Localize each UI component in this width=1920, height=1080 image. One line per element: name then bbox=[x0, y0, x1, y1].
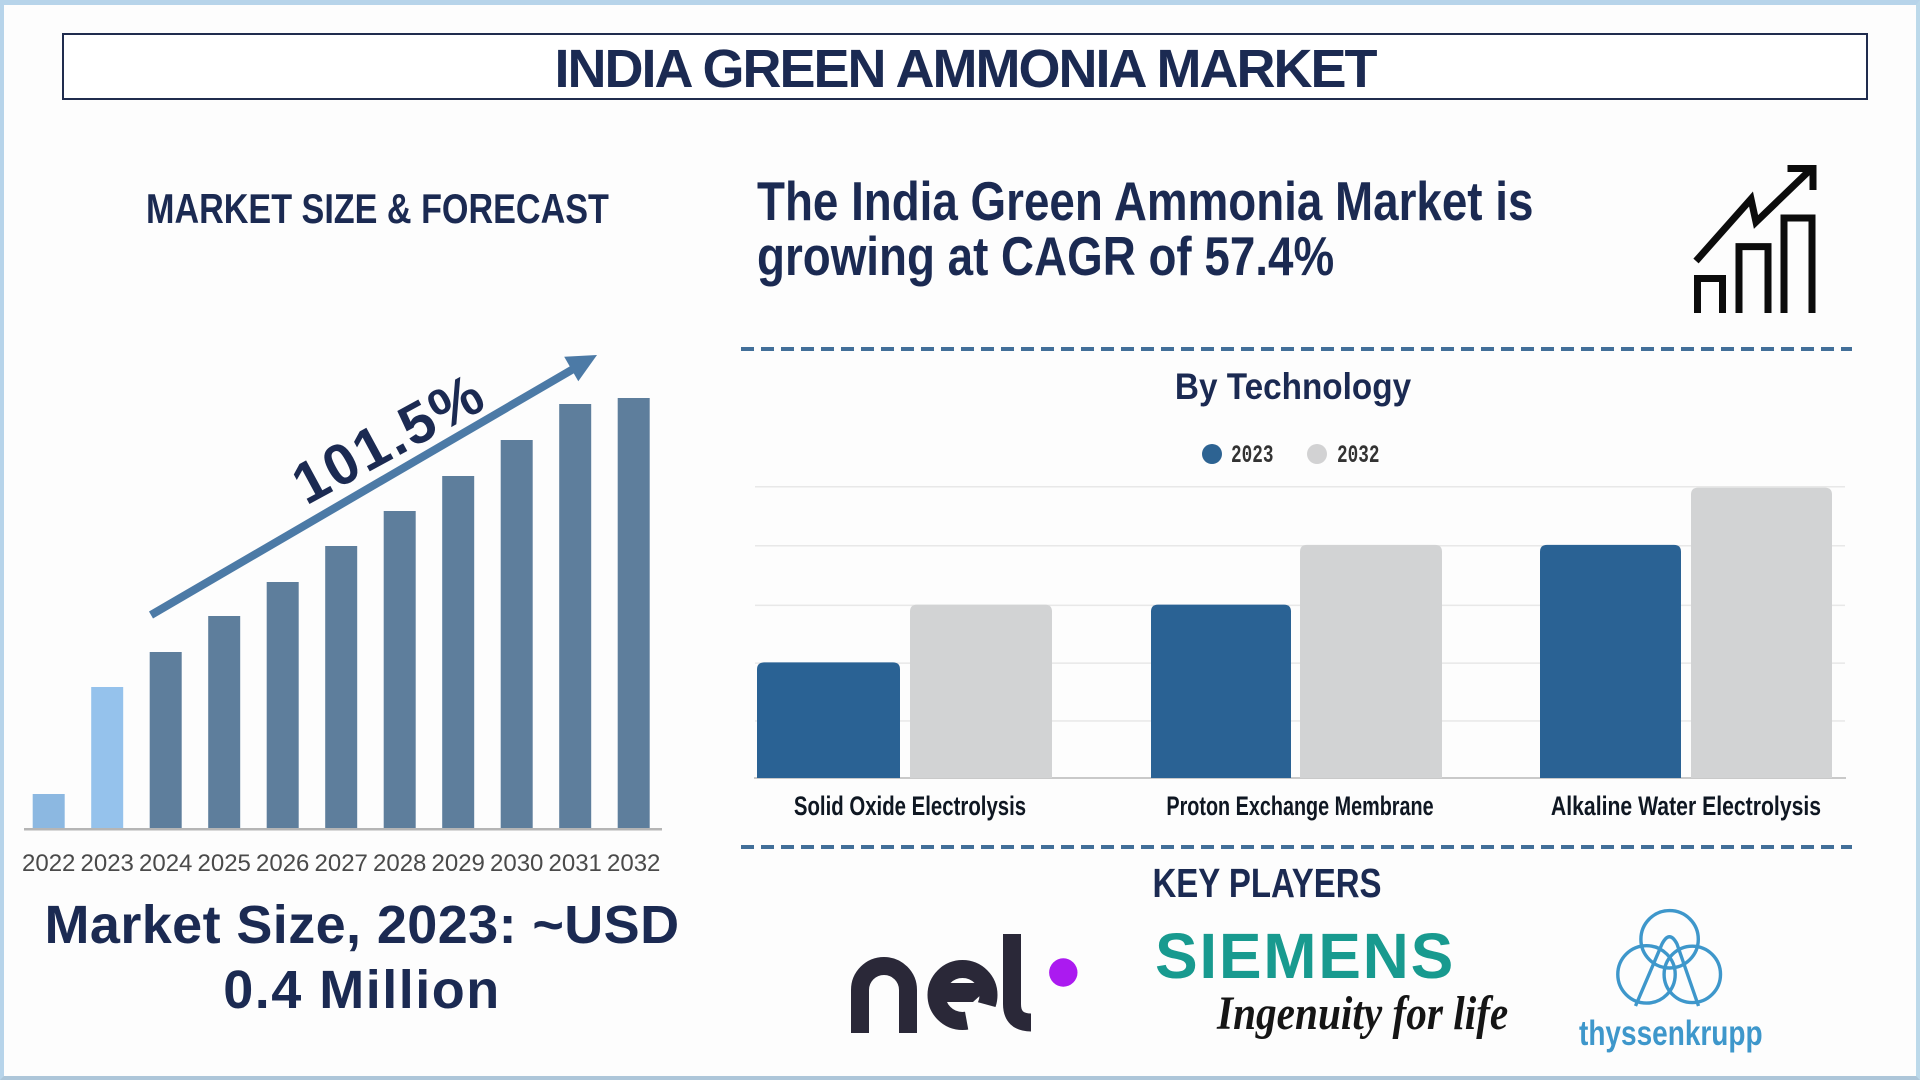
svg-text:2030: 2030 bbox=[490, 850, 543, 877]
svg-text:2029: 2029 bbox=[432, 850, 485, 877]
svg-text:2027: 2027 bbox=[315, 850, 368, 877]
svg-text:2028: 2028 bbox=[373, 850, 426, 877]
svg-text:2024: 2024 bbox=[139, 850, 192, 877]
svg-text:2032: 2032 bbox=[607, 850, 660, 877]
svg-text:2026: 2026 bbox=[256, 850, 309, 877]
svg-text:2023: 2023 bbox=[81, 850, 134, 877]
svg-text:2025: 2025 bbox=[198, 850, 251, 877]
svg-text:2031: 2031 bbox=[549, 850, 602, 877]
svg-text:2022: 2022 bbox=[22, 850, 75, 877]
